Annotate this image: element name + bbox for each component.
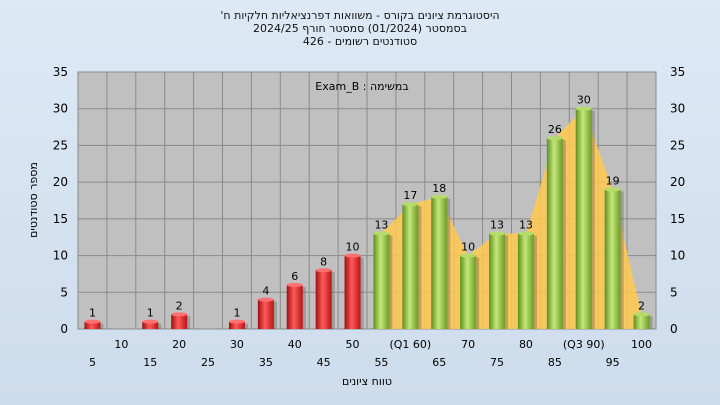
bar-cap: [228, 319, 245, 324]
bar-value-label: 8: [320, 255, 327, 268]
bar-fail: [142, 321, 159, 329]
bar-value-label: 2: [638, 299, 645, 312]
bar-pass: [575, 108, 592, 329]
bar-cap: [344, 253, 361, 258]
x-tick-label: 20: [172, 338, 186, 351]
bar-pass: [489, 233, 506, 329]
x-tick-label: 85: [548, 356, 562, 369]
y-tick-label-right: 0: [670, 322, 678, 336]
y-tick-label-left: 25: [53, 138, 68, 152]
x-tick-label: 25: [201, 356, 215, 369]
bar-fail: [286, 284, 303, 329]
bar-value-label: 26: [548, 123, 562, 136]
y-tick-label-left: 10: [53, 249, 68, 263]
bar-value-label: 6: [291, 270, 298, 283]
y-tick-label-right: 35: [670, 65, 685, 79]
x-axis-title: טווח ציונים: [342, 375, 392, 388]
bar-cap: [633, 312, 650, 317]
bar-fail: [171, 314, 188, 329]
bar-cap: [286, 282, 303, 287]
bar-fail: [315, 270, 332, 329]
bar-pass: [546, 138, 563, 329]
bar-cap: [460, 253, 477, 258]
y-tick-label-left: 15: [53, 212, 68, 226]
x-tick-label: 5: [89, 356, 96, 369]
bar-value-label: 10: [346, 241, 360, 254]
y-axis-title: מספר סטודנטים: [27, 162, 40, 238]
bar-cap: [402, 202, 419, 207]
bar-value-label: 1: [89, 307, 96, 320]
x-tick-label: 50: [346, 338, 360, 351]
chart-title: היסטוגרמת ציונים בקורס - משוואות דפרנציא…: [220, 9, 500, 22]
bar-value-label: 19: [606, 174, 620, 187]
bar-value-label: 1: [233, 307, 240, 320]
y-tick-label-right: 10: [670, 249, 685, 263]
bar-pass: [402, 204, 419, 329]
bar-value-label: 4: [262, 285, 269, 298]
bar-cap: [431, 194, 448, 199]
bar-cap: [315, 268, 332, 273]
bar-cap: [84, 319, 101, 324]
bar-cap: [575, 106, 592, 111]
x-tick-label: 95: [606, 356, 620, 369]
bar-pass: [604, 189, 621, 329]
y-tick-label-right: 15: [670, 212, 685, 226]
x-tick-label: 15: [143, 356, 157, 369]
y-tick-label-left: 0: [60, 322, 68, 336]
bar-cap: [517, 231, 534, 236]
x-tick-label: 35: [259, 356, 273, 369]
bar-cap: [604, 187, 621, 192]
bar-value-label: 13: [374, 219, 388, 232]
bar-pass: [373, 233, 390, 329]
bar-value-label: 13: [490, 219, 504, 232]
y-tick-label-right: 30: [670, 102, 685, 116]
bar-value-label: 30: [577, 94, 591, 107]
bar-value-label: 10: [461, 241, 475, 254]
y-tick-label-left: 30: [53, 102, 68, 116]
bar-value-label: 17: [403, 189, 417, 202]
x-tick-label: 100: [631, 338, 652, 351]
x-tick-label: 80: [519, 338, 533, 351]
x-tick-label: 70: [461, 338, 475, 351]
x-tick-label: (Q3 90): [563, 338, 605, 351]
bar-value-label: 13: [519, 219, 533, 232]
bar-cap: [171, 312, 188, 317]
bar-fail: [257, 299, 274, 329]
y-tick-label-right: 25: [670, 138, 685, 152]
bar-fail: [344, 255, 361, 329]
bar-fail: [228, 321, 245, 329]
exam-annotation: Exam_B : במשימה: [315, 80, 408, 93]
bar-fail: [84, 321, 101, 329]
bar-pass: [517, 233, 534, 329]
bar-cap: [257, 297, 274, 302]
x-tick-label: 45: [317, 356, 331, 369]
x-tick-label: 40: [288, 338, 302, 351]
bar-cap: [546, 136, 563, 141]
x-tick-label: 55: [374, 356, 388, 369]
chart-titles: היסטוגרמת ציונים בקורס - משוואות דפרנציא…: [0, 9, 720, 48]
x-tick-label: (Q1 60): [389, 338, 431, 351]
x-tick-label: 10: [114, 338, 128, 351]
bar-value-label: 2: [176, 299, 183, 312]
bar-cap: [373, 231, 390, 236]
bar-cap: [489, 231, 506, 236]
bar-pass: [431, 196, 448, 329]
y-tick-label-left: 20: [53, 175, 68, 189]
bar-pass: [460, 255, 477, 329]
y-tick-label-right: 20: [670, 175, 685, 189]
bar-value-label: 1: [147, 307, 154, 320]
chart-subtitle-semester: בסמסטר (01/2024) סמסטר חורף 2024/25: [253, 22, 467, 35]
bar-value-label: 18: [432, 182, 446, 195]
x-tick-label: 75: [490, 356, 504, 369]
bar-cap: [142, 319, 159, 324]
y-tick-label-left: 5: [60, 285, 68, 299]
x-tick-label: 65: [432, 356, 446, 369]
bar-pass: [633, 314, 650, 329]
y-tick-label-right: 5: [670, 285, 678, 299]
chart-subtitle-students: סטודנטים רשומים - 426: [302, 35, 418, 48]
y-tick-label-left: 35: [53, 65, 68, 79]
x-tick-label: 30: [230, 338, 244, 351]
